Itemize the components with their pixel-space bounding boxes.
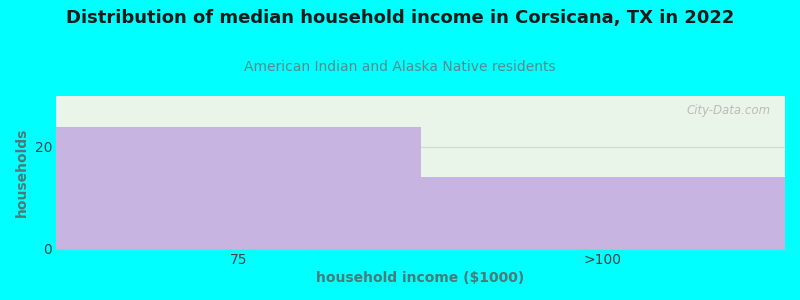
Bar	[56, 127, 421, 249]
Text: City-Data.com: City-Data.com	[686, 103, 770, 117]
X-axis label: household income ($1000): household income ($1000)	[317, 271, 525, 285]
Bar	[421, 177, 785, 249]
Text: American Indian and Alaska Native residents: American Indian and Alaska Native reside…	[244, 60, 556, 74]
Y-axis label: households: households	[15, 128, 29, 217]
Text: Distribution of median household income in Corsicana, TX in 2022: Distribution of median household income …	[66, 9, 734, 27]
